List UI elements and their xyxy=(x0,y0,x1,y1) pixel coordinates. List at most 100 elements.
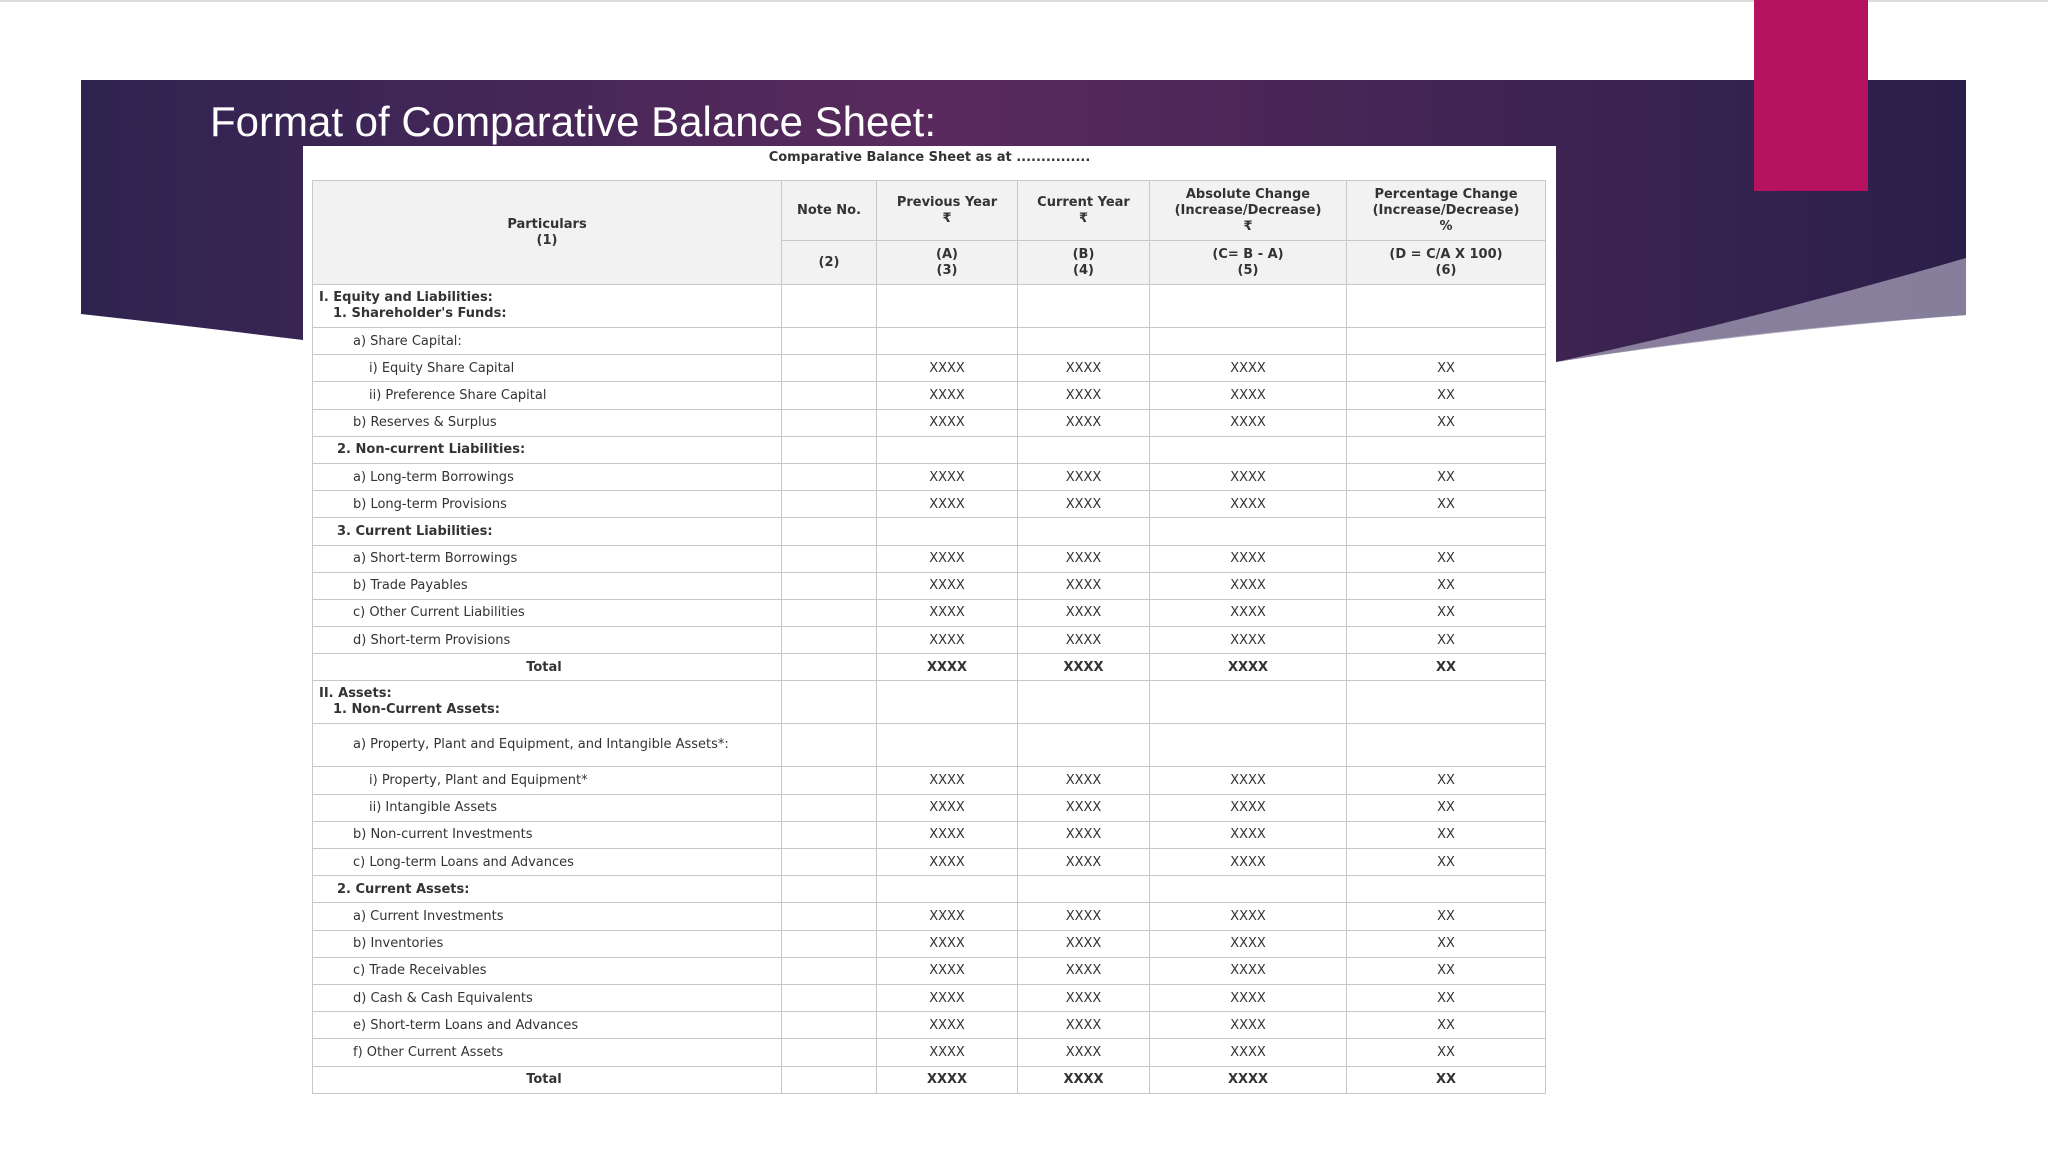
row-sublabel: 1. Shareholder's Funds: xyxy=(333,306,507,321)
value-text: XXXX xyxy=(1230,1044,1266,1060)
row-label: II. Assets: xyxy=(319,686,392,702)
header-cell: Percentage Change (Increase/Decrease)% xyxy=(1346,180,1546,241)
header-text: Particulars xyxy=(507,216,587,232)
note-cell xyxy=(781,956,877,985)
value-cell: XXXX xyxy=(1149,1038,1347,1067)
note-cell xyxy=(781,1011,877,1040)
value-cell xyxy=(1017,435,1150,464)
particulars-cell: a) Property, Plant and Equipment, and In… xyxy=(312,723,782,768)
header-cell: Previous Year ₹ xyxy=(876,180,1018,241)
note-cell xyxy=(781,284,877,328)
header-text: Previous Year xyxy=(896,194,998,210)
particulars-cell: c) Trade Receivables xyxy=(312,956,782,985)
particulars-cell: b) Inventories xyxy=(312,929,782,958)
note-cell xyxy=(781,490,877,519)
header-text: Current Year xyxy=(1037,194,1130,210)
header-cell: Absolute Change (Increase/Decrease) ₹ xyxy=(1149,180,1347,241)
note-cell xyxy=(781,462,877,492)
value-text: XXXX xyxy=(1230,936,1266,952)
value-text: XXXX xyxy=(929,496,965,512)
value-text: XXXX xyxy=(1063,1072,1104,1088)
value-text: XX xyxy=(1437,496,1455,512)
value-text: XXXX xyxy=(1230,908,1266,924)
value-cell: XXXX xyxy=(876,956,1018,985)
value-text: XXXX xyxy=(926,1072,968,1088)
table-row: c) Trade Receivables XXXX XXXX XXXX XX xyxy=(312,956,1546,985)
value-text: XXXX xyxy=(1065,578,1102,594)
row-label: a) Long-term Borrowings xyxy=(353,469,514,485)
table-row: i) Property, Plant and Equipment* XXXX XXX… xyxy=(312,766,1546,795)
header-number: (4) xyxy=(1073,262,1094,278)
value-cell: XXXX xyxy=(1149,598,1347,628)
value-cell: XXXX xyxy=(1017,408,1150,437)
row-label: a) Current Investments xyxy=(353,908,504,924)
value-text: XXXX xyxy=(929,773,965,789)
value-text: XXXX xyxy=(1065,990,1102,1006)
value-text: XX xyxy=(1437,632,1455,648)
value-cell: XXXX xyxy=(1149,1011,1347,1040)
value-cell xyxy=(1149,435,1347,464)
accent-block xyxy=(1754,0,1868,191)
value-cell xyxy=(876,723,1018,768)
particulars-cell: c) Other Current Liabilities xyxy=(312,598,782,628)
value-cell: XXXX xyxy=(1149,793,1347,822)
value-cell: XX xyxy=(1346,793,1546,822)
value-text: XXXX xyxy=(1230,578,1266,594)
value-text: XXXX xyxy=(929,854,965,870)
value-cell: XXXX xyxy=(1149,490,1347,519)
note-cell xyxy=(781,820,877,850)
value-cell: XX xyxy=(1346,571,1546,600)
header-number: (6) xyxy=(1435,262,1457,278)
value-text: XXXX xyxy=(1230,827,1266,843)
value-cell xyxy=(876,284,1018,328)
header-cell: Particulars (1) xyxy=(312,180,782,285)
note-cell xyxy=(781,626,877,655)
header-formula: (A) xyxy=(936,246,958,262)
header-row: (2) (A) (3) (B) (4) (C= B - A) (5) (D = C/A X 1… xyxy=(313,240,1546,285)
value-cell: XXXX xyxy=(876,408,1018,437)
header-text: % xyxy=(1439,218,1453,234)
value-text: XXXX xyxy=(926,659,968,675)
header-number: (3) xyxy=(936,262,958,278)
table-row: a) Property, Plant and Equipment, and In… xyxy=(312,723,1546,768)
row-label: f) Other Current Assets xyxy=(353,1044,504,1060)
value-cell: XXXX xyxy=(876,793,1018,822)
row-label: d) Short-term Provisions xyxy=(353,632,511,648)
value-cell: XXXX xyxy=(876,571,1018,600)
note-cell xyxy=(781,793,877,822)
value-cell: XXXX xyxy=(1149,653,1347,682)
header-number: (2) xyxy=(818,254,840,270)
value-cell: XXXX xyxy=(1017,653,1150,682)
note-cell xyxy=(781,653,877,682)
header-row: Particulars (1) Note No. Previous Year ₹ Curr… xyxy=(312,180,1546,285)
value-cell: XXXX xyxy=(1017,956,1150,985)
balance-table: Particulars (1) Note No. Previous Year ₹ Curr… xyxy=(312,180,1546,1094)
note-cell xyxy=(781,381,877,410)
header-cell: (A) (3) xyxy=(876,240,1018,285)
value-text: XX xyxy=(1437,605,1455,621)
row-label: c) Trade Receivables xyxy=(353,963,487,979)
value-cell xyxy=(1017,680,1150,725)
table-row: II. Assets: 1. Non-Current Assets: xyxy=(312,680,1546,725)
value-cell xyxy=(1346,875,1546,904)
row-label: 2. Current Assets: xyxy=(337,881,470,897)
value-cell: XXXX xyxy=(1017,1038,1150,1067)
value-cell: XXXX xyxy=(876,354,1018,383)
value-cell xyxy=(1017,517,1150,546)
table-row: a) Current Investments XXXX XXXX XXXX XX xyxy=(312,902,1546,931)
value-cell: XX xyxy=(1346,490,1546,519)
value-cell: XX xyxy=(1346,626,1546,655)
table-row: a) Long-term Borrowings XXXX XXXX XXXX XX xyxy=(312,462,1546,492)
particulars-cell: f) Other Current Assets xyxy=(312,1038,782,1067)
header-text: (Increase/Decrease) xyxy=(1372,202,1520,218)
value-text: XXXX xyxy=(929,827,965,843)
value-cell: XX xyxy=(1346,983,1546,1013)
value-cell: XX xyxy=(1346,598,1546,628)
value-text: XXXX xyxy=(929,605,965,621)
value-text: XXXX xyxy=(929,632,965,648)
value-text: XXXX xyxy=(1230,773,1266,789)
row-label: i) Equity Share Capital xyxy=(369,360,515,376)
particulars-cell: b) Trade Payables xyxy=(312,571,782,600)
value-text: XX xyxy=(1437,387,1455,403)
value-text: XX xyxy=(1437,908,1455,924)
